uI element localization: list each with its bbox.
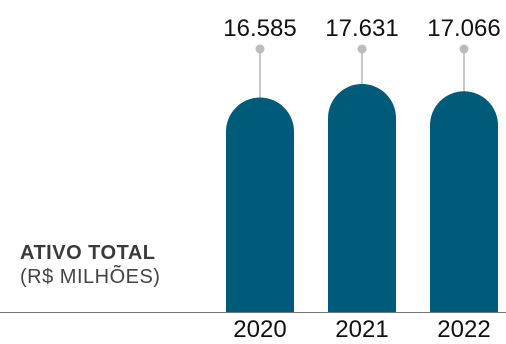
category-label: 2021: [335, 316, 388, 343]
value-label: 17.631: [325, 15, 398, 42]
marker-dot: [459, 44, 469, 54]
marker-dot: [357, 44, 367, 54]
value-label: 17.066: [427, 15, 500, 42]
value-label: 16.585: [223, 15, 296, 42]
bar-2022: [430, 91, 498, 312]
unit-label: (R$ MILHÕES): [20, 266, 161, 288]
category-label: 2020: [233, 316, 286, 343]
marker-dot: [255, 44, 265, 54]
category-label: 2022: [437, 316, 490, 343]
bar-2021: [328, 84, 396, 312]
chart-title: ATIVO TOTAL: [20, 242, 156, 264]
bar-2020: [226, 97, 294, 312]
